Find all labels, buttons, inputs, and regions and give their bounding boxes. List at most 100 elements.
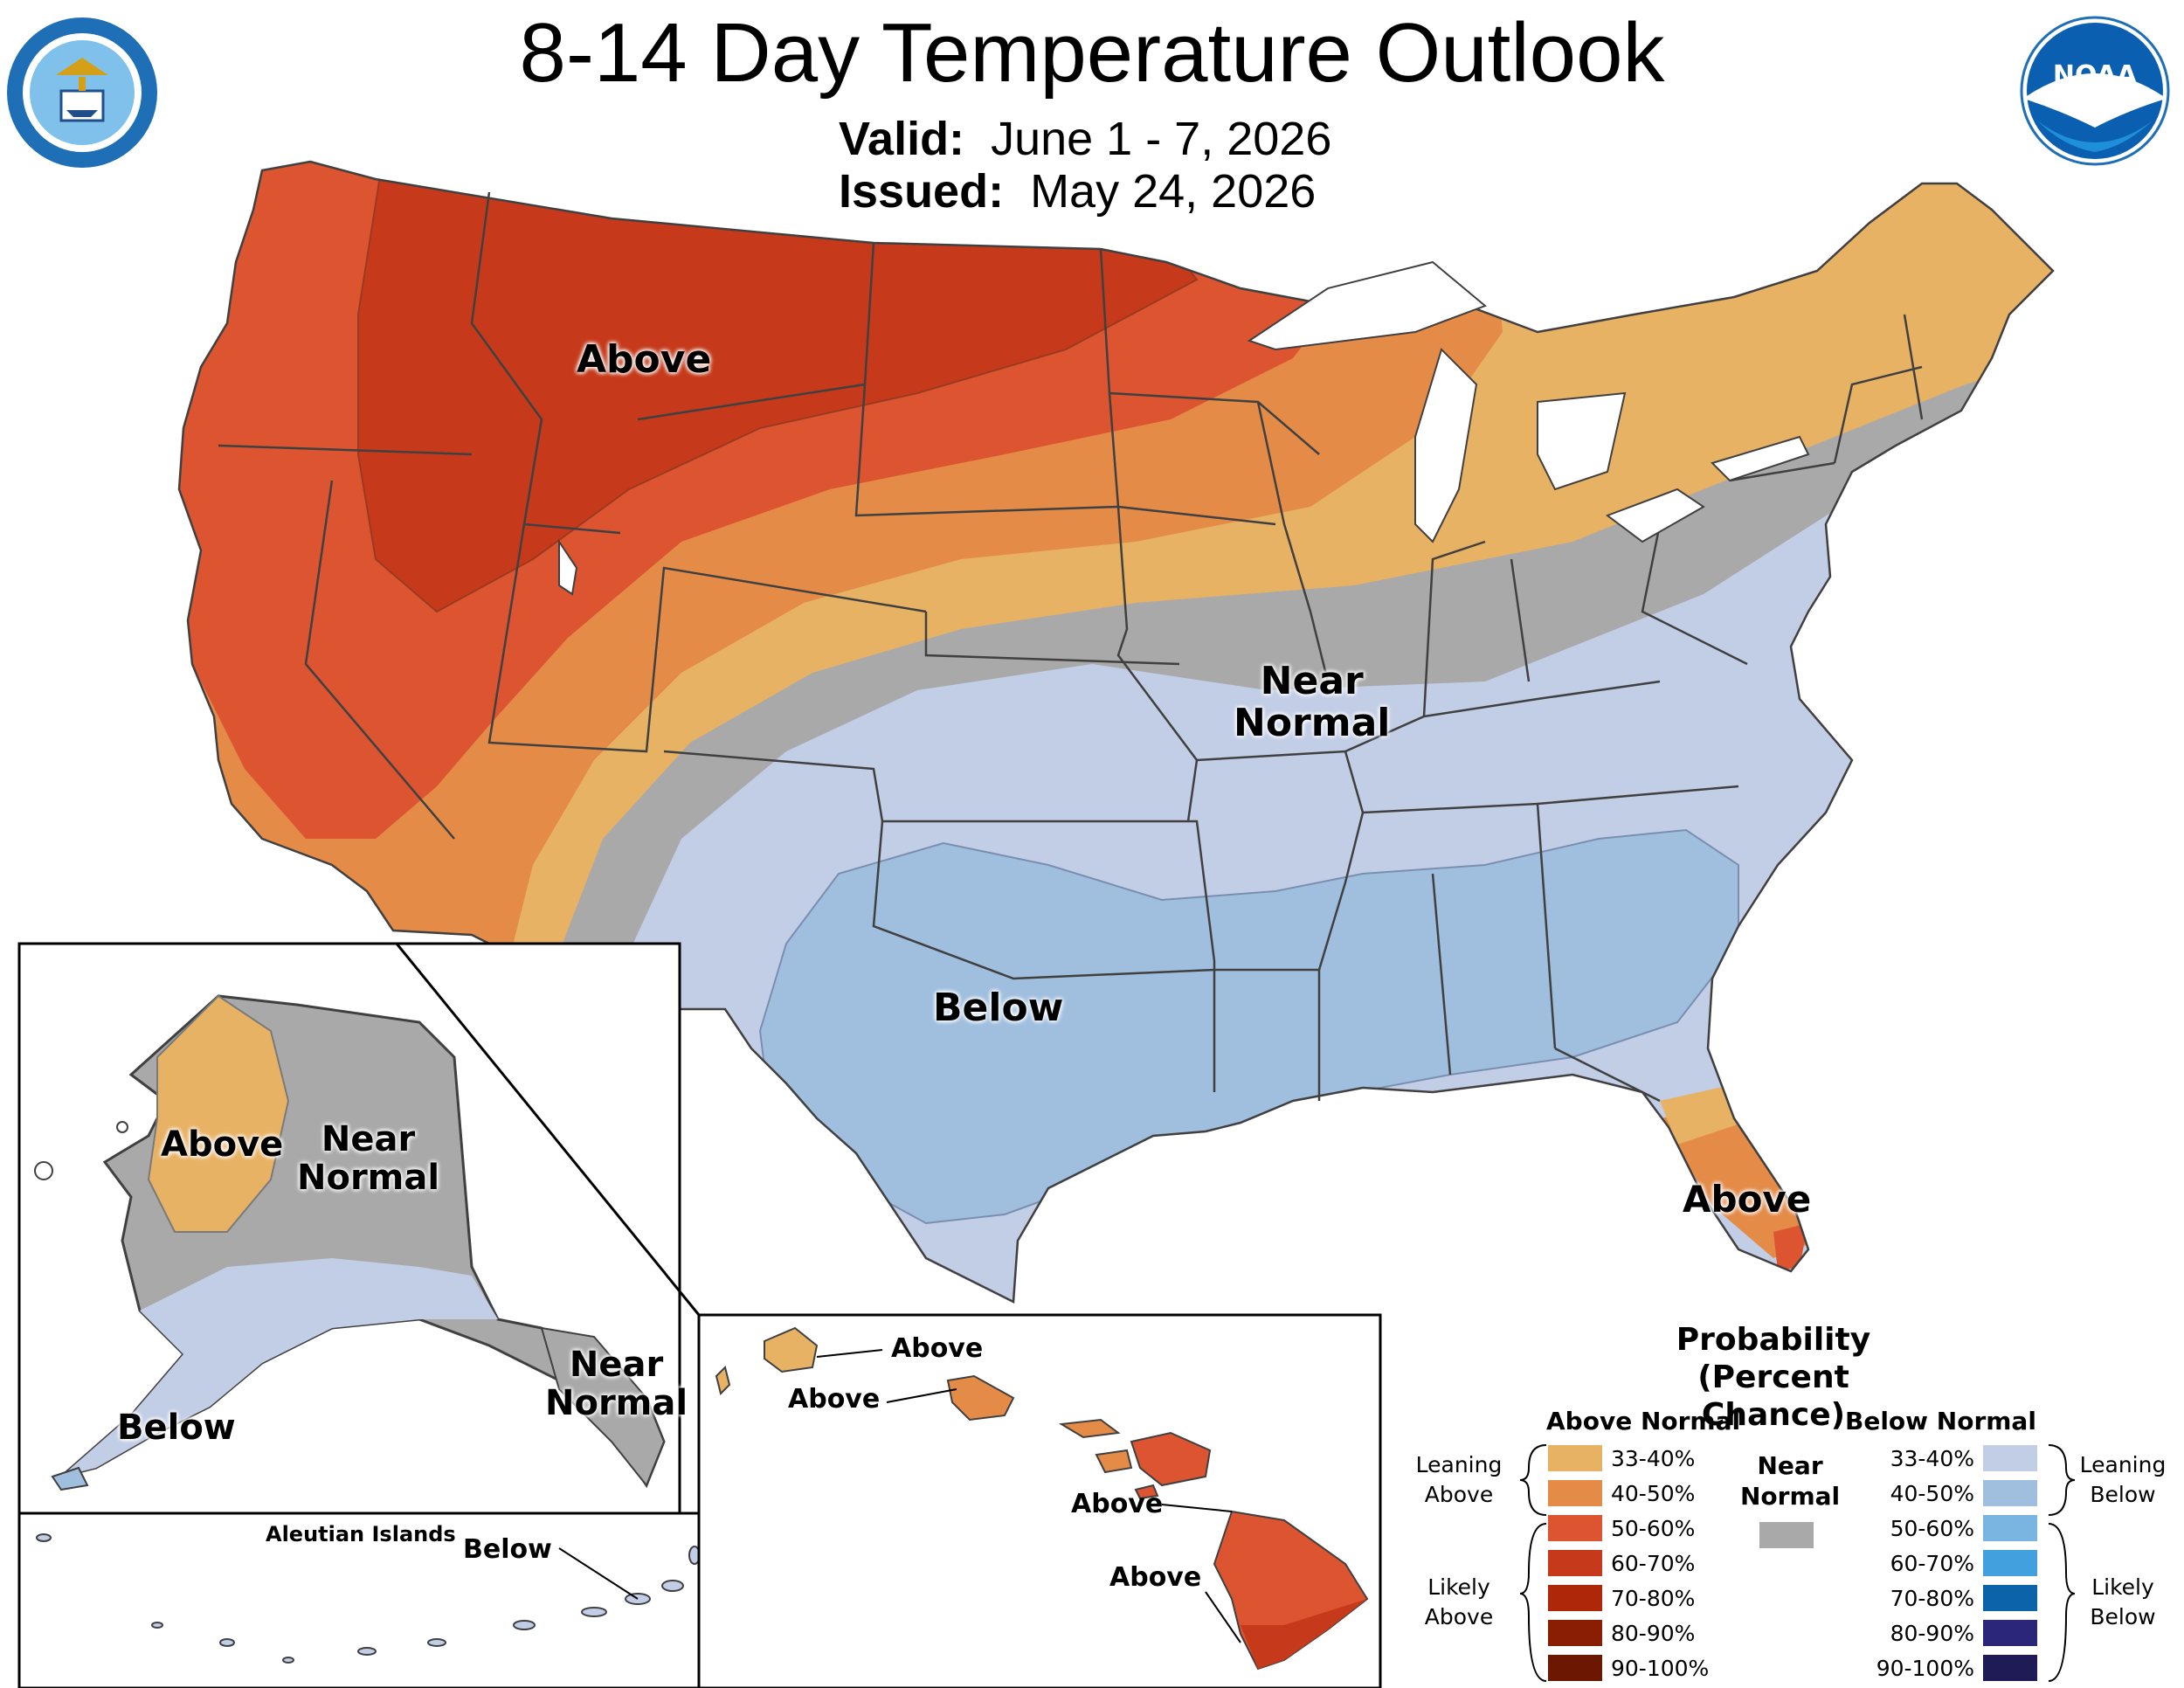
florida-above-label: Above [1683, 1178, 1812, 1221]
legend-row-label: 60-70% [1890, 1550, 1974, 1576]
legend-swatch [1983, 1445, 2037, 1471]
legend-title-line-2: (Percent Chance) [1697, 1359, 1849, 1434]
hawaii-big-island-label: Above [1109, 1562, 1202, 1593]
alaska-southeast-near-normal-label: Near Normal [545, 1346, 688, 1422]
legend-above-row: 33-40% [1548, 1445, 1695, 1471]
legend-swatch [1548, 1620, 1602, 1646]
aleutian-islands-title: Aleutian Islands [266, 1522, 456, 1546]
alaska-below-label: Below [117, 1408, 236, 1448]
legend-swatch [1548, 1445, 1602, 1471]
conus-below-label: Below [933, 986, 1064, 1030]
legend-row-label: 70-80% [1611, 1585, 1696, 1611]
legend-below-row: 40-50% [1870, 1480, 2037, 1506]
commerce-seal-icon [7, 17, 157, 168]
legend-row-label: 40-50% [1890, 1480, 1974, 1506]
legend-swatch [1548, 1550, 1602, 1576]
alaska-above-label: Above [161, 1124, 284, 1165]
legend-swatch [1983, 1515, 2037, 1541]
likely-below-line-2: Below [2090, 1603, 2156, 1629]
legend-row-label: 70-80% [1890, 1585, 1974, 1611]
legend-above-row: 70-80% [1548, 1585, 1695, 1611]
legend-above-row: 90-100% [1548, 1655, 1709, 1681]
noaa-logo-icon: NOAA [2020, 16, 2170, 166]
leaning-above-note: Leaning Above [1406, 1450, 1511, 1510]
legend-near-head-2: Normal [1740, 1482, 1841, 1511]
page-title: 8-14 Day Temperature Outlook [519, 6, 1665, 100]
legend-row-label: 90-100% [1876, 1655, 1974, 1681]
conus-near-text: Near [1260, 659, 1364, 703]
hawaii-maui-label: Above [1071, 1489, 1164, 1519]
conus-normal-text: Normal [1234, 701, 1391, 746]
legend-swatch [1548, 1480, 1602, 1506]
likely-below-note: Likely Below [2070, 1573, 2175, 1632]
valid-label: Valid: [839, 113, 965, 165]
legend-swatch [1548, 1655, 1602, 1681]
legend-swatch [1983, 1620, 2037, 1646]
likely-above-line-2: Above [1424, 1603, 1494, 1629]
conus-near-normal-label: Near Normal [1234, 659, 1391, 746]
legend-below-head: Below Normal [1845, 1407, 2036, 1435]
valid-value: June 1 - 7, 2026 [991, 113, 1332, 165]
legend-title: Probability (Percent Chance) [1625, 1321, 1922, 1435]
legend-row-label: 60-70% [1611, 1550, 1696, 1576]
legend-near-head: Near Normal [1740, 1450, 1840, 1512]
issued-value: May 24, 2026 [1030, 165, 1317, 218]
legend-row-label: 80-90% [1611, 1620, 1696, 1646]
legend-swatch [1548, 1515, 1602, 1541]
leaning-below-note: Leaning Below [2070, 1450, 2175, 1510]
legend-row-label: 90-100% [1611, 1655, 1710, 1681]
issued-label: Issued: [839, 165, 1005, 218]
aleutian-below-label: Below [463, 1534, 552, 1565]
alaska-shape [34, 994, 666, 1491]
noaa-logo-text: NOAA [2053, 60, 2138, 91]
leaning-below-line-2: Below [2090, 1481, 2156, 1507]
legend-row-label: 33-40% [1890, 1445, 1974, 1471]
legend-below-row: 60-70% [1870, 1550, 2037, 1576]
legend-above-row: 60-70% [1548, 1550, 1695, 1576]
legend-swatch [1983, 1480, 2037, 1506]
legend-below-row: 80-90% [1870, 1620, 2037, 1646]
alaska-se-near-text: Near [569, 1345, 664, 1385]
alaska-near-normal-label: Near Normal [297, 1120, 439, 1197]
legend-below-row: 70-80% [1870, 1585, 2037, 1611]
legend-row-label: 50-60% [1611, 1515, 1696, 1541]
conus-above-label: Above [577, 337, 712, 382]
alaska-normal-text: Normal [297, 1158, 440, 1198]
legend-above-head: Above Normal [1546, 1407, 1741, 1435]
legend-below-row: 33-40% [1870, 1445, 2037, 1471]
legend-swatch [1983, 1550, 2037, 1576]
aleutian-islands [36, 1533, 701, 1664]
legend-near-head-1: Near [1757, 1451, 1823, 1480]
state-borders [177, 160, 2055, 1304]
alaska-near-text: Near [321, 1119, 416, 1159]
likely-above-line-1: Likely [1427, 1574, 1490, 1600]
legend-below-row: 50-60% [1870, 1515, 2037, 1541]
legend-row-label: 80-90% [1890, 1620, 1974, 1646]
alaska-se-normal-text: Normal [545, 1383, 688, 1423]
leaning-above-line-1: Leaning [1415, 1452, 1503, 1477]
legend-swatch [1983, 1585, 2037, 1611]
legend-swatch [1548, 1585, 1602, 1611]
likely-above-note: Likely Above [1406, 1573, 1511, 1632]
issued-line: Issued: May 24, 2026 [839, 164, 1316, 218]
valid-line: Valid: June 1 - 7, 2026 [839, 112, 1331, 166]
legend-row-label: 33-40% [1611, 1445, 1696, 1471]
great-lakes [558, 260, 1810, 596]
hawaii-oahu-label: Above [788, 1384, 881, 1415]
legend-above-row: 40-50% [1548, 1480, 1695, 1506]
legend-swatch [1983, 1655, 2037, 1681]
leaning-above-line-2: Above [1424, 1481, 1494, 1507]
legend-title-line-1: Probability [1676, 1322, 1871, 1358]
legend-above-row: 80-90% [1548, 1620, 1695, 1646]
legend-row-label: 40-50% [1611, 1480, 1696, 1506]
likely-below-line-1: Likely [2091, 1574, 2154, 1600]
near-normal-swatch [1759, 1522, 1814, 1548]
legend-row-label: 50-60% [1890, 1515, 1974, 1541]
hawaii-kauai-label: Above [891, 1333, 984, 1364]
leaning-below-line-1: Leaning [2079, 1452, 2167, 1477]
legend-below-row: 90-100% [1870, 1655, 2037, 1681]
